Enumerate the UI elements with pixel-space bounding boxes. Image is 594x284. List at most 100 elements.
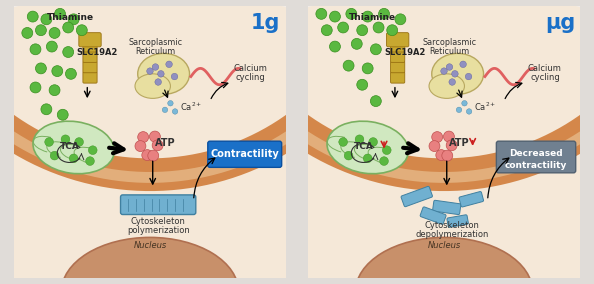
Text: Sarcoplasmic: Sarcoplasmic <box>128 38 182 47</box>
Circle shape <box>371 44 381 55</box>
FancyBboxPatch shape <box>401 186 432 207</box>
Circle shape <box>36 63 46 74</box>
Circle shape <box>166 61 172 68</box>
Ellipse shape <box>33 121 114 174</box>
Circle shape <box>339 138 347 146</box>
Text: depolymerization: depolymerization <box>416 230 489 239</box>
Circle shape <box>50 151 59 160</box>
Circle shape <box>41 14 52 25</box>
Ellipse shape <box>355 237 533 284</box>
Circle shape <box>147 68 153 74</box>
Text: Sarcoplasmic: Sarcoplasmic <box>422 38 476 47</box>
Circle shape <box>45 138 53 146</box>
Circle shape <box>162 107 168 112</box>
Circle shape <box>446 140 457 151</box>
Polygon shape <box>186 0 594 191</box>
Circle shape <box>364 154 372 163</box>
Circle shape <box>442 150 453 161</box>
Text: Nucleus: Nucleus <box>134 241 166 250</box>
Circle shape <box>49 28 60 38</box>
Text: polymerization: polymerization <box>127 226 189 235</box>
Circle shape <box>63 47 74 57</box>
Circle shape <box>436 150 447 160</box>
Circle shape <box>449 79 456 85</box>
Circle shape <box>456 107 462 112</box>
Circle shape <box>466 109 472 114</box>
Ellipse shape <box>135 74 170 98</box>
Circle shape <box>362 11 373 22</box>
Circle shape <box>89 146 97 154</box>
Ellipse shape <box>61 237 239 284</box>
Circle shape <box>378 9 390 19</box>
Circle shape <box>441 68 447 74</box>
Circle shape <box>75 138 84 146</box>
Circle shape <box>150 131 160 142</box>
Circle shape <box>135 141 146 152</box>
Circle shape <box>52 66 63 77</box>
Text: Nucleus: Nucleus <box>428 241 460 250</box>
Circle shape <box>330 11 340 22</box>
Circle shape <box>49 85 60 96</box>
Circle shape <box>30 44 41 55</box>
Text: TCA: TCA <box>59 142 80 151</box>
Text: cycling: cycling <box>530 74 560 82</box>
Text: ATP: ATP <box>448 138 469 148</box>
Circle shape <box>36 25 46 36</box>
Circle shape <box>357 25 368 36</box>
Circle shape <box>30 82 41 93</box>
Circle shape <box>351 38 362 49</box>
FancyBboxPatch shape <box>79 33 101 47</box>
Circle shape <box>432 132 443 143</box>
Ellipse shape <box>432 53 484 94</box>
Circle shape <box>152 64 159 70</box>
Circle shape <box>155 79 162 85</box>
FancyBboxPatch shape <box>83 62 97 73</box>
Circle shape <box>41 104 52 115</box>
Text: TCA: TCA <box>353 142 374 151</box>
FancyBboxPatch shape <box>83 51 97 62</box>
Circle shape <box>46 41 57 52</box>
FancyBboxPatch shape <box>447 215 468 227</box>
Circle shape <box>380 157 388 166</box>
FancyBboxPatch shape <box>391 51 405 62</box>
Text: contractility: contractility <box>505 161 567 170</box>
Text: Reticulum: Reticulum <box>429 47 470 56</box>
Circle shape <box>346 9 357 19</box>
Circle shape <box>362 63 373 74</box>
FancyBboxPatch shape <box>11 3 289 281</box>
Ellipse shape <box>138 53 189 94</box>
Circle shape <box>343 60 354 71</box>
Text: Calcium: Calcium <box>234 64 268 73</box>
Circle shape <box>152 140 163 151</box>
FancyBboxPatch shape <box>497 141 576 173</box>
Circle shape <box>142 150 153 160</box>
Circle shape <box>355 135 364 144</box>
Circle shape <box>465 73 472 80</box>
Circle shape <box>451 70 458 77</box>
FancyBboxPatch shape <box>387 33 409 47</box>
Text: Thiamine: Thiamine <box>46 13 93 22</box>
FancyBboxPatch shape <box>305 3 583 281</box>
FancyBboxPatch shape <box>391 72 405 83</box>
Text: Cytoskeleton: Cytoskeleton <box>131 217 185 225</box>
Circle shape <box>444 131 454 142</box>
Circle shape <box>373 22 384 33</box>
FancyBboxPatch shape <box>420 207 446 224</box>
Text: Ca$^{2+}$: Ca$^{2+}$ <box>180 100 203 113</box>
Circle shape <box>446 64 453 70</box>
Text: SLC19A2: SLC19A2 <box>77 47 118 57</box>
Circle shape <box>65 68 77 79</box>
Text: Calcium: Calcium <box>528 64 562 73</box>
Text: Thiamine: Thiamine <box>349 13 396 22</box>
Text: SLC19A2: SLC19A2 <box>384 47 425 57</box>
Circle shape <box>429 141 440 152</box>
Polygon shape <box>0 0 408 191</box>
Polygon shape <box>0 0 400 183</box>
Circle shape <box>462 101 467 106</box>
FancyBboxPatch shape <box>83 72 97 83</box>
FancyBboxPatch shape <box>83 41 97 52</box>
Circle shape <box>57 109 68 120</box>
Circle shape <box>138 132 148 143</box>
FancyBboxPatch shape <box>459 191 484 207</box>
Text: 1g: 1g <box>251 13 280 34</box>
